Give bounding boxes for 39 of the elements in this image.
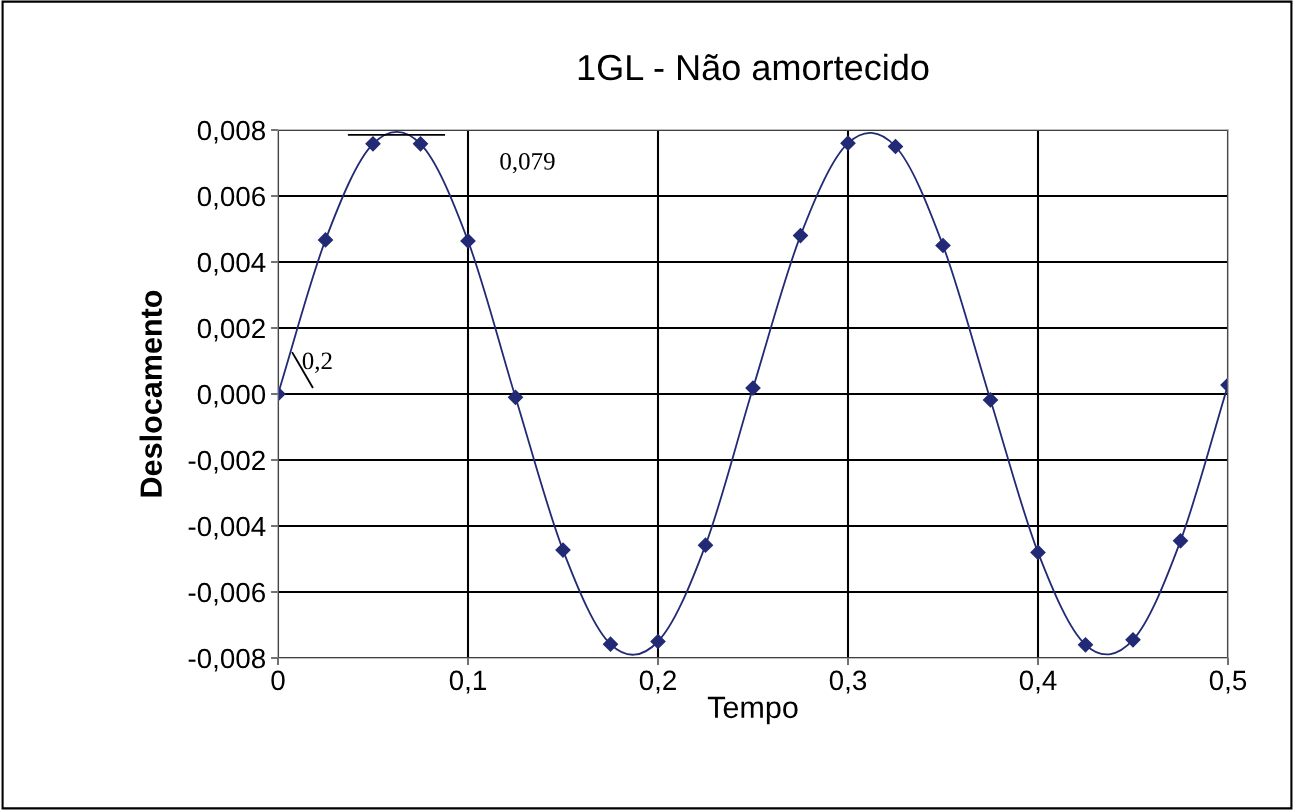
- x-tick-label: 0: [271, 670, 285, 691]
- point: [602, 636, 619, 652]
- point: [507, 389, 524, 405]
- point: [982, 392, 999, 408]
- point: [887, 138, 904, 155]
- point: [1172, 533, 1189, 549]
- y-tick-label: -0,002: [188, 450, 265, 474]
- point: [460, 233, 476, 249]
- x-tick-label: 0,4: [1019, 670, 1057, 694]
- x-axis-title: Tempo: [707, 696, 798, 725]
- y-tick-label: 0,008: [197, 120, 265, 144]
- point: [1030, 544, 1046, 560]
- point: [792, 228, 809, 244]
- y-tick-label: 0,004: [197, 252, 266, 276]
- y-tick-label: 0,000: [197, 384, 266, 408]
- point: [697, 537, 714, 553]
- y-axis-title: Deslocamento: [139, 290, 162, 497]
- point: [1077, 637, 1094, 653]
- point: [365, 136, 381, 152]
- point: [1125, 632, 1141, 648]
- point: [555, 542, 571, 558]
- point: [650, 633, 666, 650]
- annotation: 0,2: [302, 352, 332, 373]
- point: [745, 380, 761, 396]
- point: [935, 237, 951, 254]
- y-tick-label: -0,004: [188, 516, 266, 540]
- y-tick-label: 0,002: [197, 318, 265, 342]
- x-tick-label: 0,5: [1209, 670, 1247, 694]
- y-tick-label: -0,008: [188, 648, 265, 672]
- x-tick-label: 0,2: [639, 670, 676, 694]
- point: [412, 136, 429, 152]
- chart-title: 1GL - Não amortecido: [578, 53, 929, 81]
- y-tick-label: -0,006: [188, 582, 265, 606]
- x-tick-label: 0,3: [829, 670, 867, 694]
- point: [317, 232, 334, 248]
- point: [840, 135, 856, 151]
- annotation: 0,079: [500, 152, 555, 174]
- y-tick-label: 0,006: [197, 186, 265, 210]
- x-tick-label: 0,1: [449, 670, 486, 694]
